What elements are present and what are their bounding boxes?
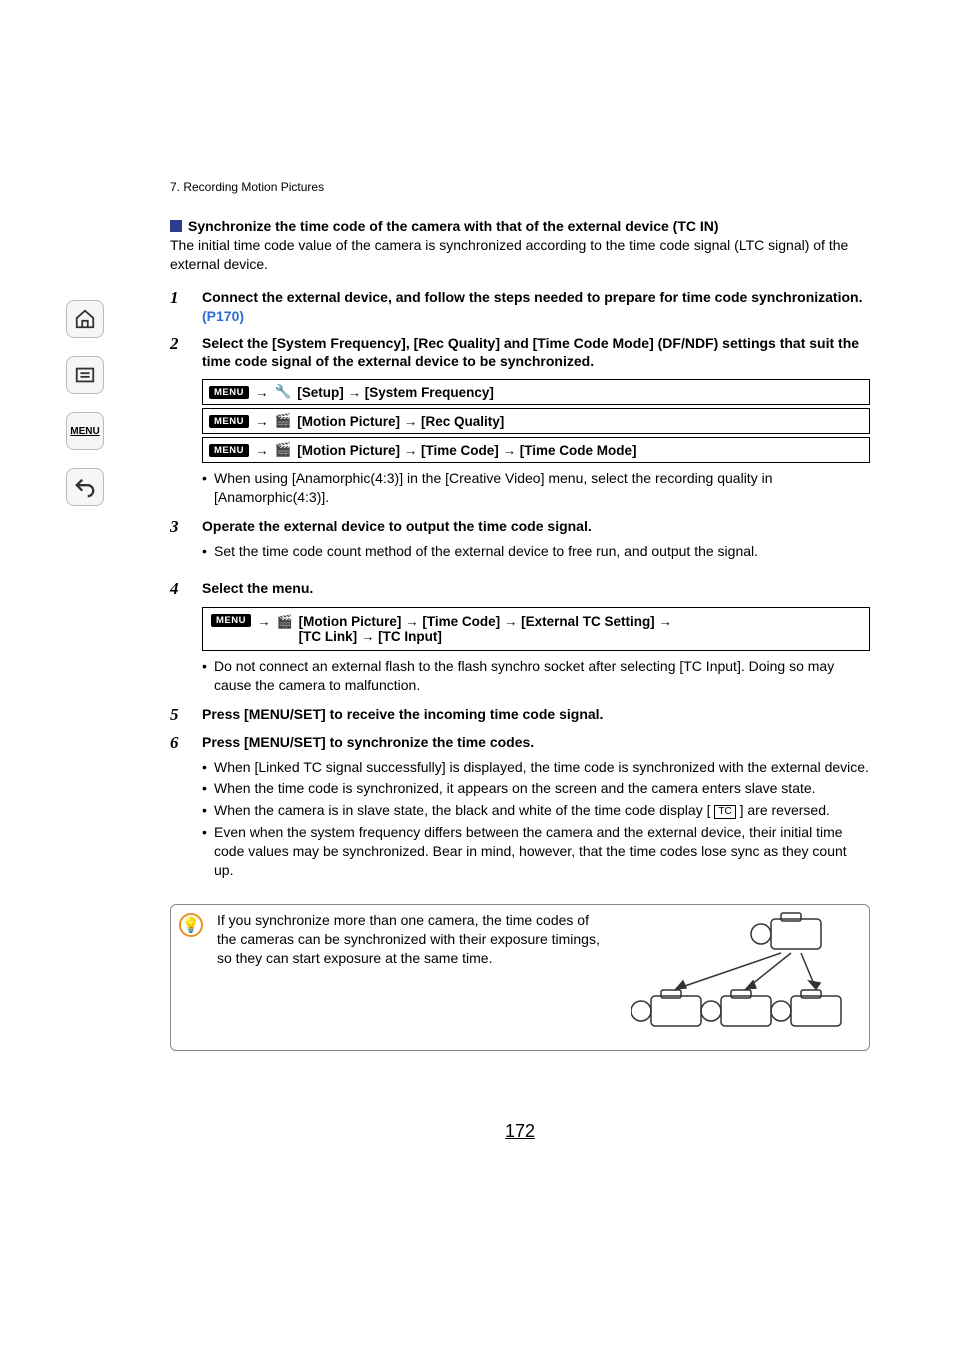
- section-title: Synchronize the time code of the camera …: [170, 218, 870, 234]
- arrow-icon: →: [255, 385, 269, 400]
- wrench-icon: 🔧: [274, 384, 291, 400]
- toc-icon[interactable]: [66, 356, 104, 394]
- sidebar: MENU: [0, 180, 170, 1142]
- video-icon: 🎬: [276, 614, 292, 630]
- step-6-text: Press [MENU/SET] to synchronize the time…: [202, 734, 534, 750]
- step-3-text: Operate the external device to output th…: [202, 518, 592, 534]
- note-list: Do not connect an external flash to the …: [202, 657, 870, 695]
- step-body: Operate the external device to output th…: [202, 517, 870, 571]
- menu-path-text-2: [TC Link] → [TC Input]: [299, 629, 442, 644]
- step-body: Press [MENU/SET] to synchronize the time…: [202, 733, 870, 890]
- step-number: 3: [170, 517, 188, 571]
- step-body: Select the [System Frequency], [Rec Qual…: [202, 334, 870, 372]
- note-item: Do not connect an external flash to the …: [202, 657, 870, 695]
- step-number: 1: [170, 288, 188, 326]
- back-icon[interactable]: [66, 468, 104, 506]
- menu-text-icon[interactable]: MENU: [66, 412, 104, 450]
- step-body: Press [MENU/SET] to receive the incoming…: [202, 705, 870, 725]
- page-content: 7. Recording Motion Pictures Synchronize…: [170, 180, 870, 1142]
- home-icon[interactable]: [66, 300, 104, 338]
- menu-badge-icon: MENU: [209, 386, 249, 399]
- step-1-text: Connect the external device, and follow …: [202, 289, 862, 305]
- tip-box: 💡 If you synchronize more than one camer…: [170, 904, 870, 1051]
- step-5: 5 Press [MENU/SET] to receive the incomi…: [170, 705, 870, 725]
- step-number: 4: [170, 579, 188, 599]
- step-number: 5: [170, 705, 188, 725]
- section-title-text: Synchronize the time code of the camera …: [188, 218, 719, 234]
- menu-path-text: [Motion Picture] → [Time Code] → [Time C…: [297, 443, 636, 458]
- step-4: 4 Select the menu.: [170, 579, 870, 599]
- menu-path-box: MENU → 🎬 [Motion Picture] → [Time Code] → […: [202, 437, 870, 463]
- step-1: 1 Connect the external device, and follo…: [170, 288, 870, 326]
- camera-sync-illustration: [631, 911, 861, 1044]
- note-list: When using [Anamorphic(4:3)] in the [Cre…: [202, 469, 870, 507]
- step-3-bullet: Set the time code count method of the ex…: [202, 542, 870, 561]
- step-6-bullet: Even when the system frequency differs b…: [202, 823, 870, 880]
- step-2-text: Select the [System Frequency], [Rec Qual…: [202, 335, 859, 370]
- arrow-icon: →: [255, 443, 269, 458]
- step-3: 3 Operate the external device to output …: [170, 517, 870, 571]
- menu-badge-icon: MENU: [209, 415, 249, 428]
- menu-path-text: [Motion Picture] → [Time Code] → [Extern…: [299, 614, 672, 629]
- note-item: When using [Anamorphic(4:3)] in the [Cre…: [202, 469, 870, 507]
- tip-lightbulb-icon: 💡: [179, 913, 203, 937]
- arrow-icon: →: [257, 614, 271, 629]
- tip-text: If you synchronize more than one camera,…: [217, 911, 617, 968]
- step-number: 2: [170, 334, 188, 372]
- menu-badge-icon: MENU: [211, 614, 251, 627]
- menu-path-box: MENU → 🎬 [Motion Picture] → [Rec Quality]: [202, 408, 870, 434]
- menu-badge-icon: MENU: [209, 444, 249, 457]
- video-icon: 🎬: [274, 442, 291, 458]
- page-number: 172: [170, 1121, 870, 1142]
- step-body: Select the menu.: [202, 579, 870, 599]
- step-6-bullet: When the time code is synchronized, it a…: [202, 779, 870, 798]
- tc-indicator-icon: TC: [714, 805, 735, 819]
- step-6: 6 Press [MENU/SET] to synchronize the ti…: [170, 733, 870, 890]
- menu-path-box: MENU → 🔧 [Setup] → [System Frequency]: [202, 379, 870, 405]
- chapter-heading: 7. Recording Motion Pictures: [170, 180, 870, 194]
- arrow-icon: →: [255, 414, 269, 429]
- video-icon: 🎬: [274, 413, 291, 429]
- section-marker-icon: [170, 220, 182, 232]
- step-5-text: Press [MENU/SET] to receive the incoming…: [202, 706, 603, 722]
- step-6-bullet: When the camera is in slave state, the b…: [202, 801, 870, 820]
- step-number: 6: [170, 733, 188, 890]
- step-4-text: Select the menu.: [202, 580, 313, 596]
- menu-path-text: [Motion Picture] → [Rec Quality]: [297, 414, 504, 429]
- intro-paragraph: The initial time code value of the camer…: [170, 236, 870, 274]
- page-link[interactable]: (P170): [202, 308, 244, 324]
- step-2: 2 Select the [System Frequency], [Rec Qu…: [170, 334, 870, 372]
- menu-path-box: MENU → 🎬 [Motion Picture] → [Time Code] …: [202, 607, 870, 651]
- step-6-bullet: When [Linked TC signal successfully] is …: [202, 758, 870, 777]
- menu-path-text: [Setup] → [System Frequency]: [297, 385, 494, 400]
- step-body: Connect the external device, and follow …: [202, 288, 870, 326]
